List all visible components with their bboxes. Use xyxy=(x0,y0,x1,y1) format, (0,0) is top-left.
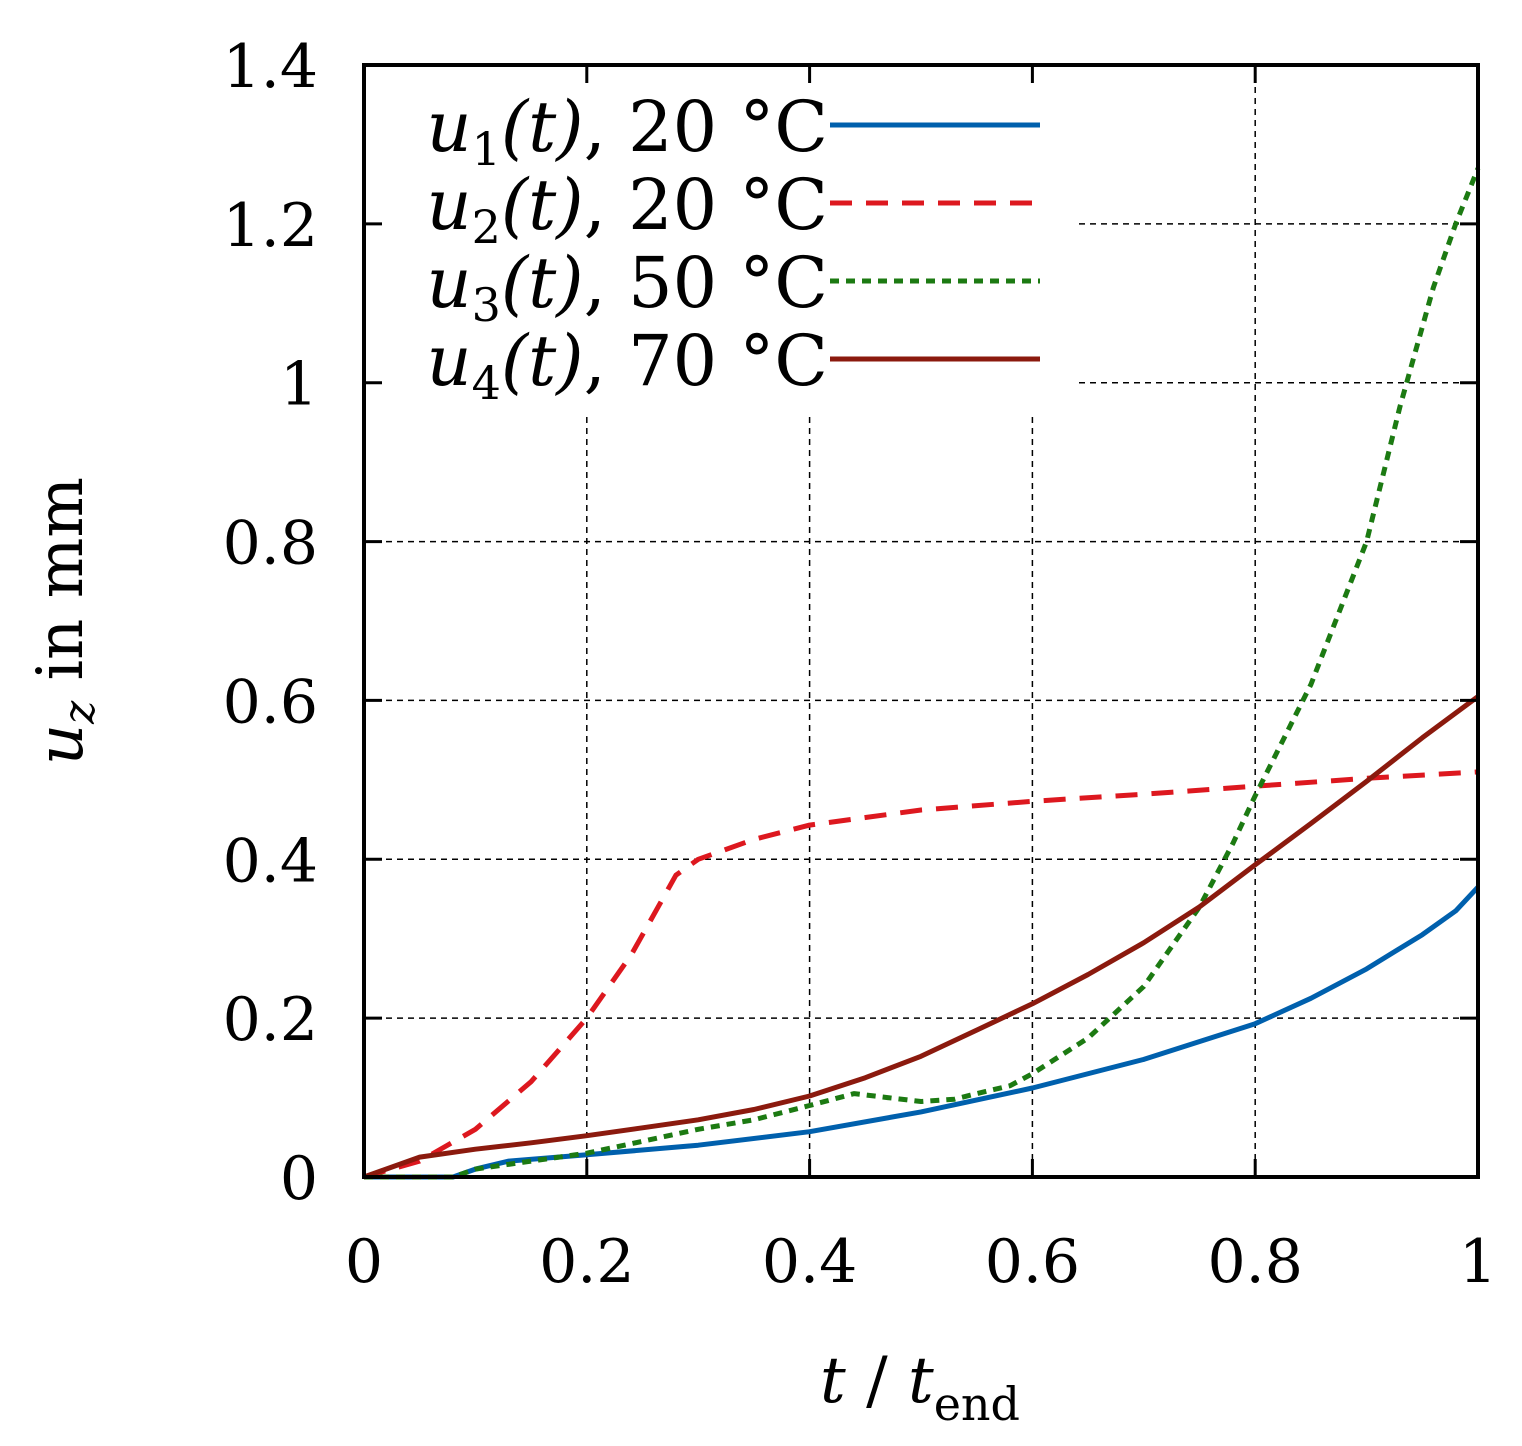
series-line-u4 xyxy=(363,694,1480,1180)
y-axis-label-sub: z xyxy=(54,700,105,725)
legend-label-u4: u4(t), 70 °C xyxy=(426,320,828,410)
y-tick-label: 0.2 xyxy=(223,985,318,1055)
y-axis-label: uz in mm xyxy=(24,477,105,765)
x-axis-label-sep: / xyxy=(846,1344,908,1418)
x-tick-label: 1 xyxy=(1459,1227,1497,1297)
legend-label-u3: u3(t), 50 °C xyxy=(426,242,828,332)
x-axis-label: t / tend xyxy=(820,1344,1020,1431)
x-tick-label: 0.6 xyxy=(985,1227,1080,1297)
x-tick-label: 0.2 xyxy=(539,1227,634,1297)
legend-label-u2: u2(t), 20 °C xyxy=(426,164,828,254)
y-tick-label: 1 xyxy=(280,350,318,420)
y-tick-label: 0.6 xyxy=(223,667,318,737)
x-axis-label-subvar: t xyxy=(908,1344,934,1418)
grid xyxy=(364,65,1478,1177)
series-line-u3 xyxy=(364,167,1481,1180)
x-axis-label-var: t xyxy=(820,1344,846,1418)
y-tick-label: 0.4 xyxy=(223,826,318,896)
series-line-u2 xyxy=(363,769,1479,1180)
y-tick-label: 0.8 xyxy=(223,509,318,579)
series-lines xyxy=(363,167,1481,1180)
plot-frame xyxy=(362,63,1480,1179)
x-tick-label: 0 xyxy=(345,1227,383,1297)
y-axis-label-var: u xyxy=(24,724,98,765)
x-tick-label: 0.8 xyxy=(1207,1227,1302,1297)
y-tick-label: 0 xyxy=(280,1144,318,1214)
y-tick-label: 1.2 xyxy=(223,191,318,261)
x-axis-label-sub: end xyxy=(934,1377,1020,1431)
y-axis-label-rest: in mm xyxy=(24,477,98,701)
legend-label-u1: u1(t), 20 °C xyxy=(426,86,828,176)
y-tick-label: 1.4 xyxy=(223,32,318,102)
axis-ticks: 0 0.2 0.4 0.6 0.8 1 0 0.2 0.4 0.6 0.8 1 1.2 1.4 xyxy=(223,32,1498,1297)
x-tick-label: 0.4 xyxy=(762,1227,857,1297)
legend: u1(t), 20 °Cu2(t), 20 °Cu3(t), 50 °Cu4(t… xyxy=(426,86,1040,410)
